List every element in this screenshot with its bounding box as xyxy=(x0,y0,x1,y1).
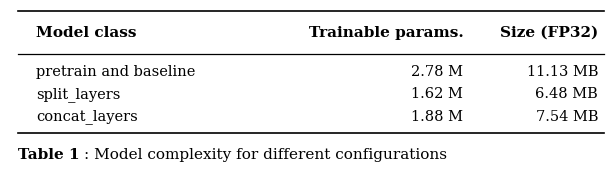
Text: Table 1: Table 1 xyxy=(18,148,80,162)
Text: 6.48 MB: 6.48 MB xyxy=(536,87,598,101)
Text: 1.88 M: 1.88 M xyxy=(411,109,464,124)
Text: : Model complexity for different configurations: : Model complexity for different configu… xyxy=(84,148,448,162)
Text: Trainable params.: Trainable params. xyxy=(309,26,464,40)
Text: 2.78 M: 2.78 M xyxy=(411,65,464,79)
Text: Size (FP32): Size (FP32) xyxy=(500,26,598,40)
Text: concat_layers: concat_layers xyxy=(36,109,138,124)
Text: 7.54 MB: 7.54 MB xyxy=(536,109,598,124)
Text: 11.13 MB: 11.13 MB xyxy=(526,65,598,79)
Text: split_layers: split_layers xyxy=(36,87,120,102)
Text: 1.62 M: 1.62 M xyxy=(412,87,464,101)
Text: Model class: Model class xyxy=(36,26,137,40)
Text: pretrain and baseline: pretrain and baseline xyxy=(36,65,195,79)
